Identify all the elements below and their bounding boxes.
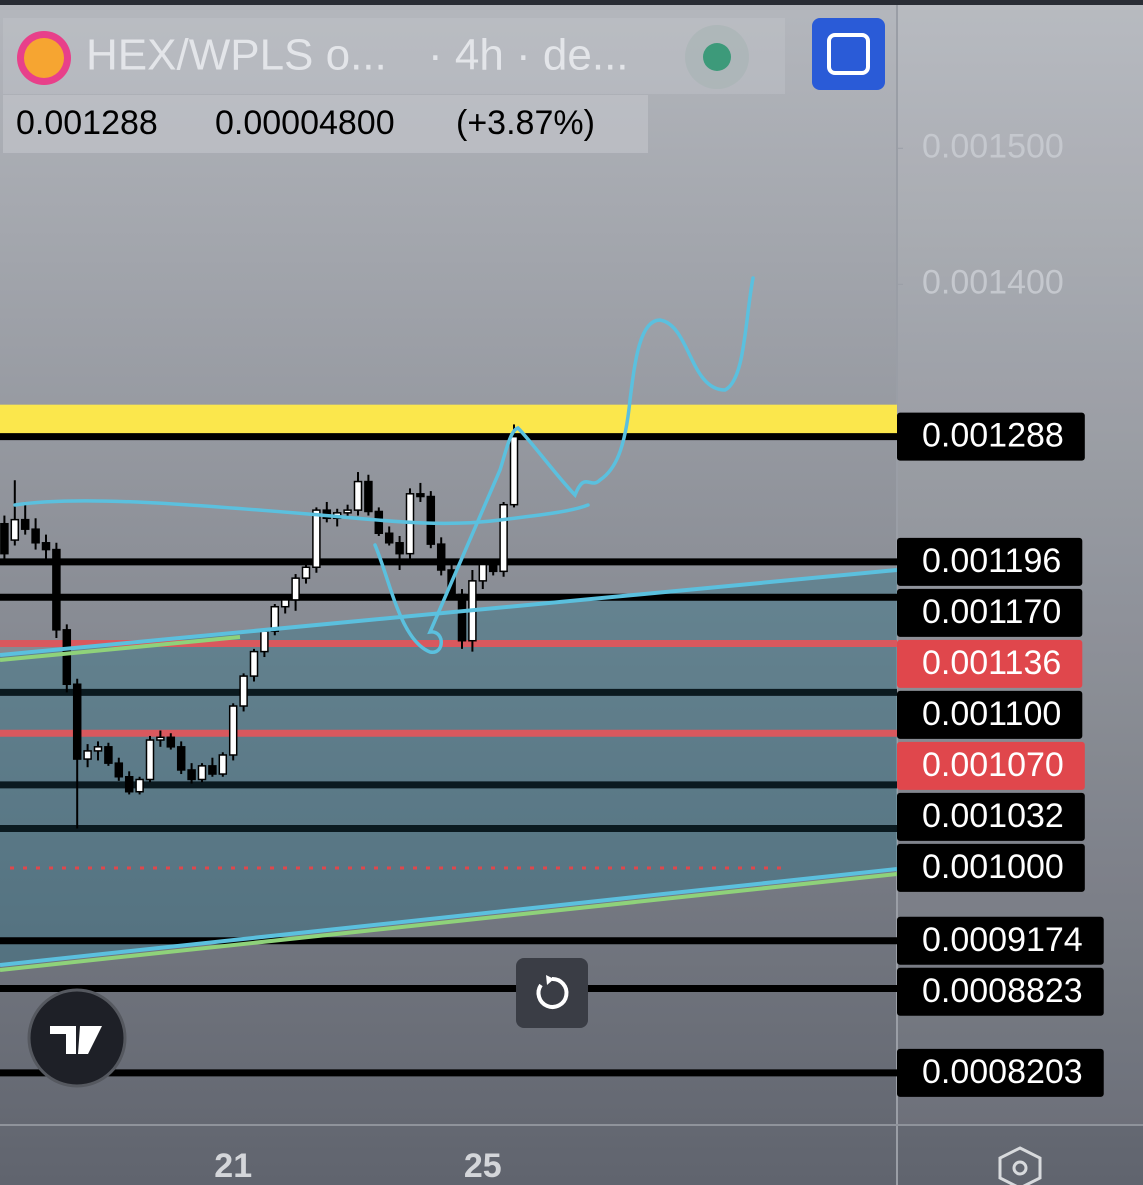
candle-body <box>31 528 40 544</box>
candle-body <box>72 683 82 760</box>
price: 0.001288 <box>16 104 158 142</box>
candle-body <box>0 522 9 555</box>
settings-icon[interactable] <box>998 1146 1042 1185</box>
price-label: 0.001032 <box>922 797 1064 835</box>
price-label-bg <box>897 1048 1104 1097</box>
trendline-lower <box>0 867 898 967</box>
price-label-bg <box>897 690 1083 739</box>
y-tick-label: 0.001500 <box>922 127 1064 165</box>
candle-body <box>509 435 519 506</box>
candle-body <box>260 630 269 653</box>
candle-body <box>197 765 207 781</box>
tv-logo-mark <box>50 1026 102 1054</box>
trendline-green <box>0 635 241 662</box>
x-tick-label: 25 <box>464 1147 502 1185</box>
x-tick-label: 21 <box>214 1147 252 1185</box>
candle-body <box>228 705 238 756</box>
channel-fill <box>0 570 897 965</box>
price-label: 0.001136 <box>922 644 1061 682</box>
hand-drawing <box>13 276 755 654</box>
candle-body <box>156 736 165 741</box>
candle-body <box>374 510 384 535</box>
symbol-logo-inner <box>24 38 64 78</box>
header-bg <box>3 18 785 94</box>
price-label: 0.001000 <box>922 848 1064 886</box>
candle-body <box>166 736 176 748</box>
candle-body <box>312 509 321 569</box>
price-label-bg <box>897 916 1104 965</box>
price-label: 0.0008823 <box>922 972 1083 1010</box>
candle-body <box>20 518 30 530</box>
reset-button[interactable] <box>516 958 588 1028</box>
price-label: 0.001196 <box>922 542 1061 580</box>
candle-body <box>83 750 92 760</box>
y-tick-label: 0.001400 <box>922 263 1064 301</box>
candle-body <box>52 548 61 631</box>
candle-body <box>135 778 144 793</box>
candle-body <box>364 480 373 513</box>
price-label-bg <box>897 967 1104 1016</box>
candle-body <box>488 563 498 573</box>
candle-body <box>436 543 446 571</box>
settings-icon-center <box>1012 1160 1028 1176</box>
candle-body <box>291 577 300 601</box>
ohlc-bg <box>3 95 648 153</box>
candle-body <box>187 769 196 781</box>
fullscreen-icon <box>827 33 870 75</box>
price-label-bg <box>897 588 1083 637</box>
candle-body <box>239 675 248 707</box>
candle-body <box>478 563 488 582</box>
price-label: 0.0008203 <box>922 1053 1083 1091</box>
price-label: 0.001100 <box>922 695 1061 733</box>
candle-body <box>280 599 290 608</box>
price-label: 0.001170 <box>922 593 1061 631</box>
candle-body <box>343 509 352 514</box>
candle-body <box>41 542 51 551</box>
price-label-bg <box>897 639 1083 688</box>
status-dot <box>703 43 731 71</box>
price-label: 0.001288 <box>922 417 1064 455</box>
top-border <box>0 0 1143 5</box>
fullscreen-button[interactable] <box>812 18 885 90</box>
trendline-green-lower <box>0 872 898 972</box>
price-label-bg <box>897 537 1083 586</box>
price-label-bg <box>897 843 1085 892</box>
reset-icon <box>536 976 569 1009</box>
candle-body <box>176 746 186 771</box>
candle-body <box>62 629 72 686</box>
candle-body <box>93 746 103 752</box>
candle-body <box>353 480 363 511</box>
candle-body <box>416 493 425 498</box>
candle-body <box>249 650 259 677</box>
price-label: 0.001070 <box>922 746 1064 784</box>
candle-body <box>499 503 508 573</box>
symbol: HEX/WPLS o... <box>86 31 387 80</box>
candle-body <box>395 542 404 555</box>
price-label-bg <box>897 792 1085 841</box>
candle-body <box>301 566 311 579</box>
candle-body <box>208 765 217 775</box>
price-label: 0.0009174 <box>922 921 1083 959</box>
candle-body <box>10 518 20 541</box>
candle-body <box>384 532 394 544</box>
candle-body <box>114 762 124 778</box>
resistance-band <box>0 404 897 437</box>
price-label-bg <box>897 741 1085 790</box>
candle-body <box>218 754 228 775</box>
candle-body <box>270 605 280 632</box>
trendline-upper <box>0 568 898 657</box>
change: 0.00004800 <box>215 104 395 142</box>
reset-arrow <box>546 975 554 985</box>
candle-body <box>426 495 436 545</box>
price-label-bg <box>897 412 1085 461</box>
candle-body <box>145 739 155 781</box>
candle-body <box>124 776 134 793</box>
candle-body <box>104 746 113 764</box>
tv-logo[interactable] <box>27 988 127 1088</box>
candle-body <box>457 593 467 642</box>
change-pct: (+3.87%) <box>456 104 595 142</box>
interval: · 4h · de... <box>428 31 629 80</box>
